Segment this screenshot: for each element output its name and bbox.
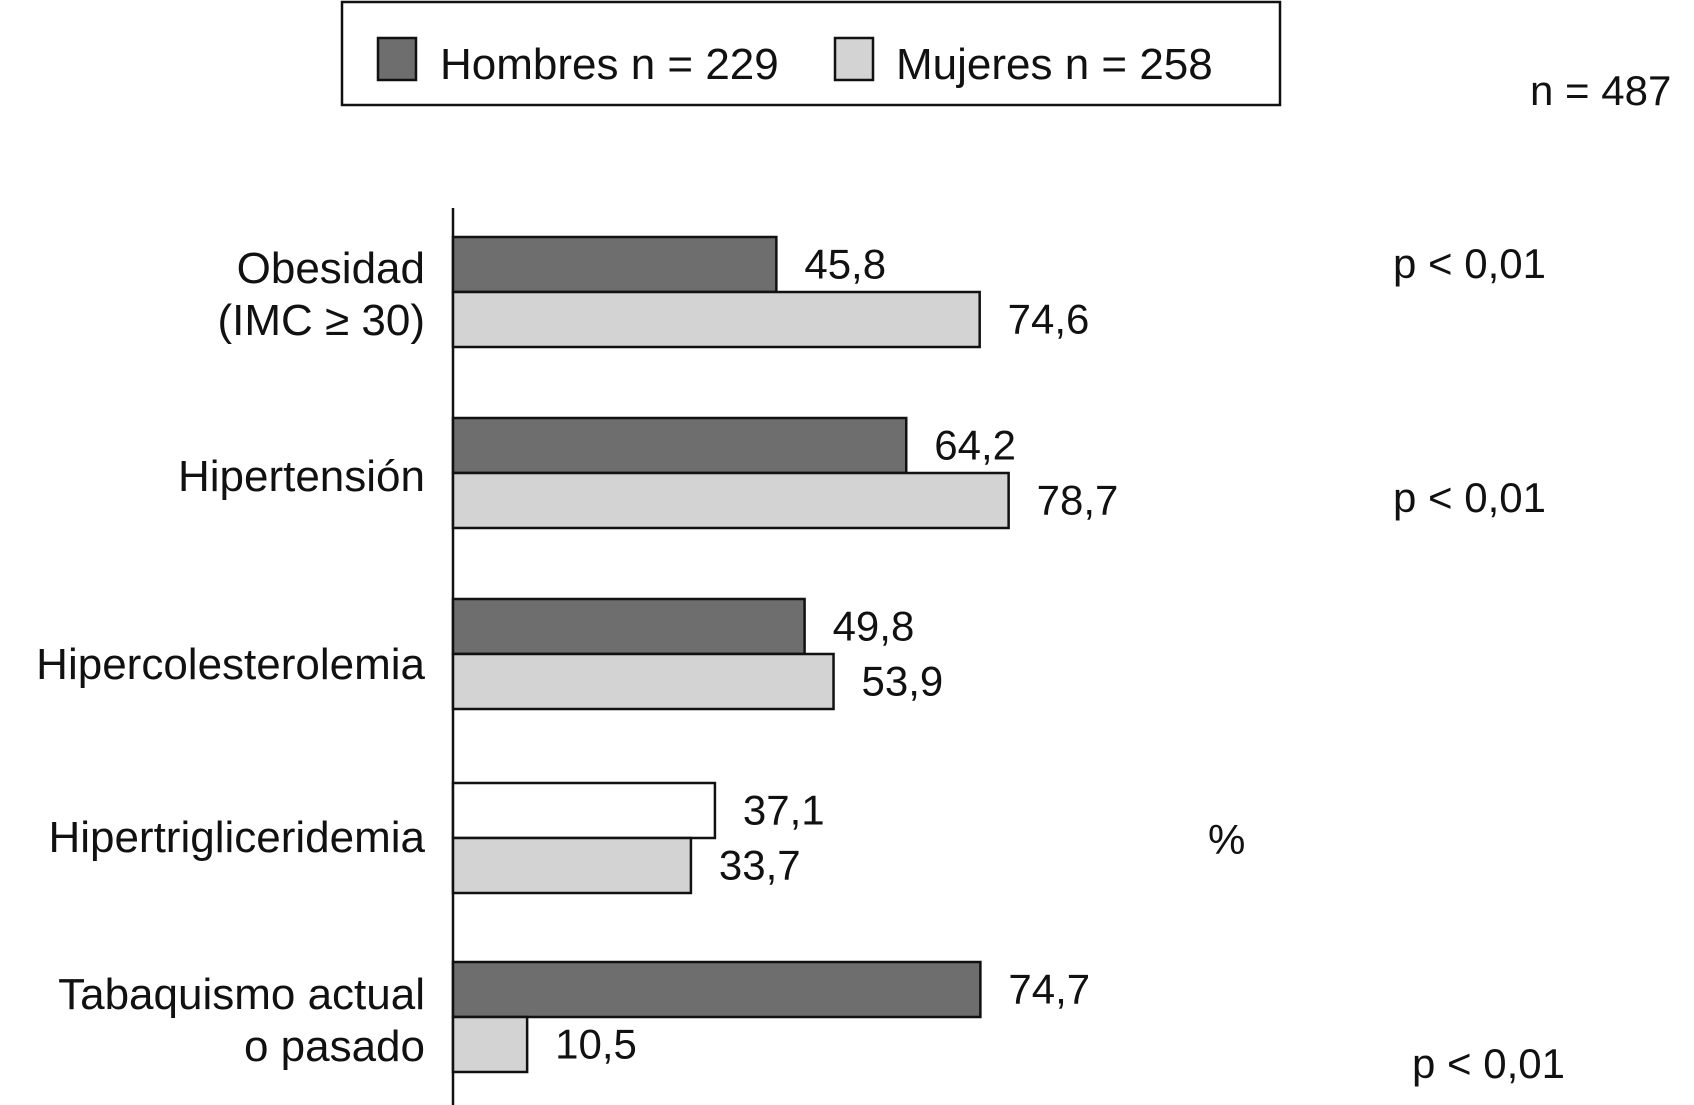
p-value-label: p < 0,01: [1393, 474, 1546, 521]
legend-swatch-mujeres: [833, 36, 875, 82]
p-value-labels: p < 0,01 p < 0,01 p < 0,01: [1393, 240, 1565, 1087]
value-label: 37,1: [743, 787, 825, 834]
bar-hombres-2: [451, 597, 806, 656]
category-labels: Obesidad(IMC ≥ 30) Hipertensión Hipercoles…: [36, 244, 425, 1071]
value-label: 45,8: [804, 241, 886, 288]
legend-swatch-hombres: [376, 36, 418, 82]
bar-mujeres-0: [451, 290, 981, 349]
category-label: Hipertensión: [178, 452, 425, 501]
category-label: o pasado: [244, 1022, 425, 1071]
value-label: 74,7: [1008, 966, 1090, 1013]
sample-size-note: n = 487: [1530, 67, 1671, 114]
value-label: 53,9: [862, 658, 944, 705]
p-value-label: p < 0,01: [1412, 1040, 1565, 1087]
legend-entry-hombres: Hombres n = 229: [440, 40, 779, 89]
bar-mujeres-1: [451, 471, 1010, 530]
percent-unit-label: %: [1208, 816, 1245, 863]
category-label: Hipercolesterolemia: [36, 640, 425, 689]
value-label: 78,7: [1037, 477, 1119, 524]
category-label: Obesidad: [237, 244, 425, 293]
category-label: Tabaquismo actual: [58, 970, 425, 1019]
value-label: 64,2: [934, 422, 1016, 469]
bar-hombres-3: [451, 781, 717, 840]
bar-mujeres-2: [451, 652, 835, 711]
bar-hombres-0: [451, 235, 778, 294]
value-label: 33,7: [719, 842, 801, 889]
bar-mujeres-3: [451, 836, 693, 895]
bar-hombres-1: [451, 416, 908, 475]
legend-box: [340, 0, 1282, 107]
legend-entry-mujeres: Mujeres n = 258: [896, 40, 1213, 89]
bar-hombres-4: [451, 960, 982, 1019]
value-label: 74,6: [1008, 296, 1090, 343]
category-label: Hipertrigliceridemia: [48, 813, 425, 862]
legend: Hombres n = 229 Mujeres n = 258: [340, 0, 1282, 107]
p-value-label: p < 0,01: [1393, 240, 1546, 287]
bars: 45,8 64,2 49,8 37,1 74,7 74,6 78,7 53,9 33,7 10,5: [451, 235, 1119, 1074]
value-label: 49,8: [833, 603, 915, 650]
category-label: (IMC ≥ 30): [218, 296, 426, 345]
bar-mujeres-4: [451, 1015, 529, 1074]
value-label: 10,5: [555, 1021, 637, 1068]
